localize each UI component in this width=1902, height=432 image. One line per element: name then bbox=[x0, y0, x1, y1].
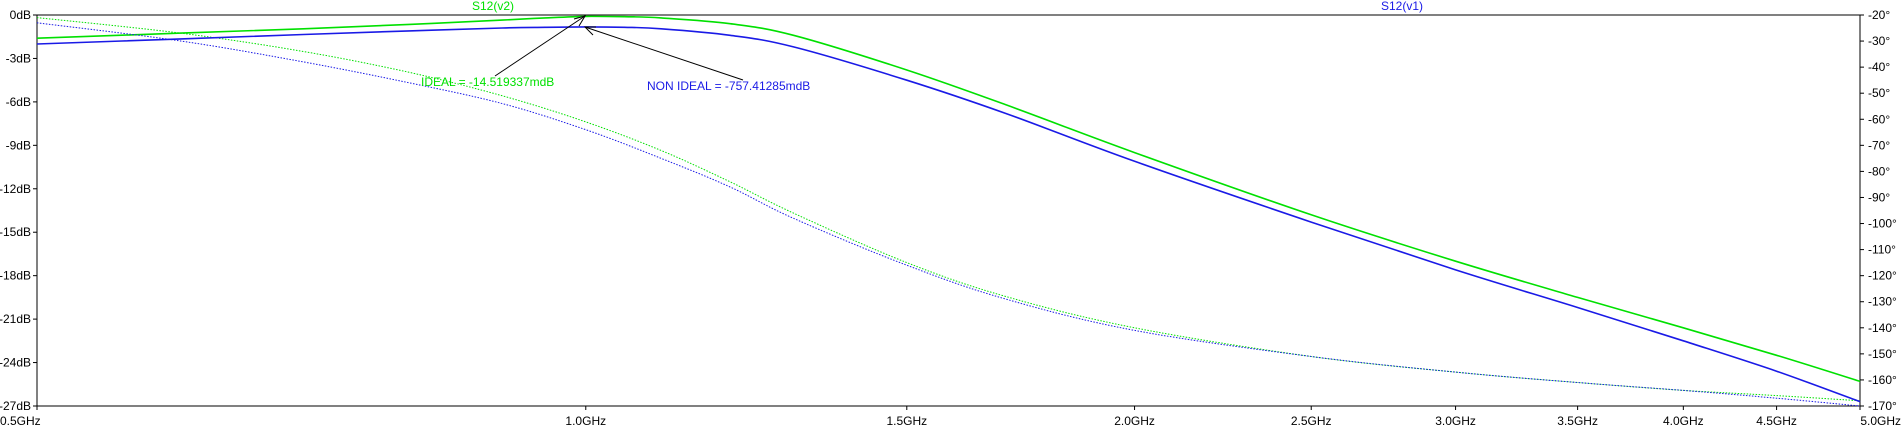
y-axis-right: -20° -30° -40° -50° -60° -70° -80° -90° -100° -11… bbox=[1860, 8, 1897, 413]
y-right-tick-label: -140° bbox=[1868, 321, 1897, 335]
y-right-tick-label: -160° bbox=[1868, 373, 1897, 387]
y-left-tick-label: -15dB bbox=[0, 225, 31, 239]
x-tick-label: 3.0GHz bbox=[1435, 414, 1476, 428]
y-right-tick-label: -80° bbox=[1868, 164, 1890, 178]
plot-area bbox=[36, 14, 1861, 407]
y-left-tick-label: -24dB bbox=[0, 356, 31, 370]
y-right-tick-label: -120° bbox=[1868, 269, 1897, 283]
trace-titles: S12(v2) S12(v1) bbox=[472, 0, 1423, 13]
ideal-arrowhead bbox=[573, 15, 587, 27]
x-tick-label: 3.5GHz bbox=[1557, 414, 1598, 428]
y-right-tick-label: -50° bbox=[1868, 86, 1890, 100]
y-left-tick-label: -9dB bbox=[6, 138, 31, 152]
trace-title-s12-v2[interactable]: S12(v2) bbox=[472, 0, 514, 13]
y-right-tick-label: -110° bbox=[1868, 243, 1896, 257]
x-tick-label: 1.5GHz bbox=[886, 414, 927, 428]
annotations: IDEAL = -14.519337mdB NON IDEAL = -757.4… bbox=[421, 15, 810, 93]
x-tick-label: 4.5GHz bbox=[1756, 414, 1797, 428]
x-tick-label: 1.0GHz bbox=[565, 414, 606, 428]
y-right-tick-label: -130° bbox=[1868, 295, 1897, 309]
magnitude-trace-s12-v1 bbox=[36, 26, 1861, 403]
y-right-tick-label: -70° bbox=[1868, 138, 1890, 152]
non-ideal-arrow bbox=[584, 26, 744, 81]
y-left-tick-label: -3dB bbox=[6, 51, 31, 65]
ideal-annotation: IDEAL = -14.519337mdB bbox=[421, 75, 554, 89]
y-left-tick-label: -27dB bbox=[0, 399, 31, 413]
y-right-tick-label: -60° bbox=[1868, 112, 1890, 126]
y-right-tick-label: -100° bbox=[1868, 217, 1897, 231]
y-left-tick-label: -12dB bbox=[0, 182, 31, 196]
x-tick-label: 2.5GHz bbox=[1291, 414, 1332, 428]
x-tick-label: 0.5GHz bbox=[0, 414, 41, 428]
phase-trace-s12-v1 bbox=[36, 22, 1861, 407]
y-right-tick-label: -40° bbox=[1868, 60, 1890, 74]
trace-title-s12-v1[interactable]: S12(v1) bbox=[1381, 0, 1423, 13]
y-right-tick-label: -150° bbox=[1868, 347, 1897, 361]
y-right-tick-label: -30° bbox=[1868, 34, 1890, 48]
x-tick-label: 2.0GHz bbox=[1114, 414, 1155, 428]
y-right-tick-label: -170° bbox=[1868, 399, 1897, 413]
non-ideal-arrowhead bbox=[583, 26, 596, 36]
y-left-tick-label: -21dB bbox=[0, 312, 31, 326]
non-ideal-annotation: NON IDEAL = -757.41285mdB bbox=[647, 79, 810, 93]
x-axis: 0.5GHz 1.0GHz 1.5GHz 2.0GHz 2.5GHz 3.0GHz 3.5G… bbox=[0, 406, 1901, 428]
y-axis-left: 0dB -3dB -6dB -9dB -12dB -15dB -18dB -21dB -24dB… bbox=[0, 8, 37, 413]
x-tick-label: 5.0GHz bbox=[1860, 414, 1901, 428]
phase-trace-s12-v2 bbox=[36, 17, 1861, 402]
magnitude-trace-s12-v2 bbox=[36, 15, 1861, 383]
x-tick-label: 4.0GHz bbox=[1663, 414, 1704, 428]
traces bbox=[36, 15, 1861, 407]
ideal-arrow bbox=[494, 15, 586, 77]
y-left-tick-label: -18dB bbox=[0, 269, 31, 283]
y-left-tick-label: -6dB bbox=[6, 95, 31, 109]
y-right-tick-label: -20° bbox=[1868, 8, 1890, 22]
y-right-tick-label: -90° bbox=[1868, 190, 1890, 204]
y-left-tick-label: 0dB bbox=[10, 8, 31, 22]
